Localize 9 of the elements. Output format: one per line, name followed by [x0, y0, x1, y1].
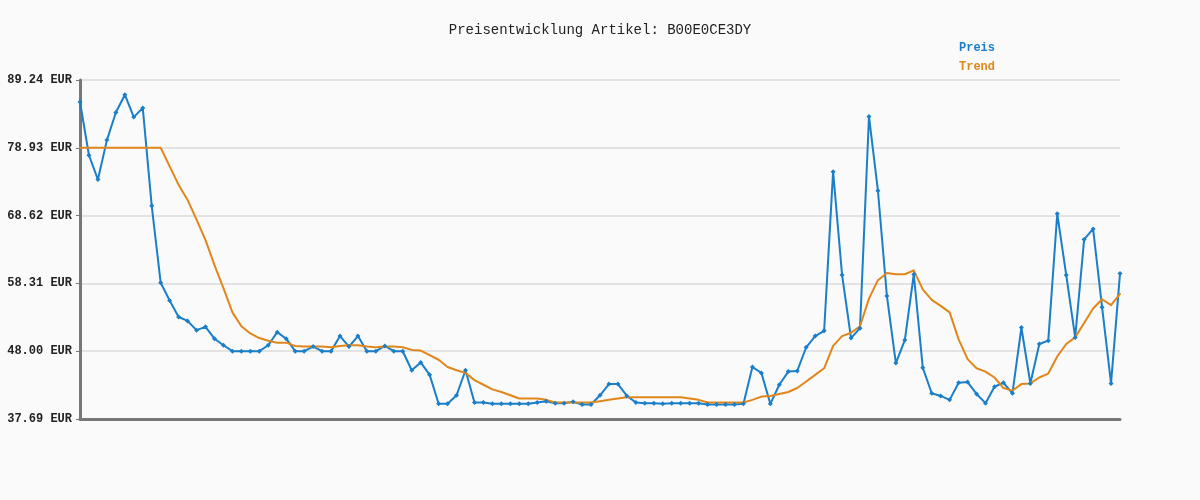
y-tick-label: 89.24 EUR [7, 73, 73, 87]
y-tick-label: 58.31 EUR [7, 276, 73, 291]
y-tick-label: 37.69 EUR [7, 412, 73, 426]
y-tick-label: 48.00 EUR [7, 344, 73, 359]
chart-title: Preisentwicklung Artikel: B00E0CE3DY [448, 22, 752, 38]
text: Trend [958, 60, 996, 74]
text: Preis [958, 41, 996, 55]
y-tick-label: 68.62 EUR [7, 208, 73, 223]
y-tick-label: 78.93 EUR [7, 140, 73, 155]
